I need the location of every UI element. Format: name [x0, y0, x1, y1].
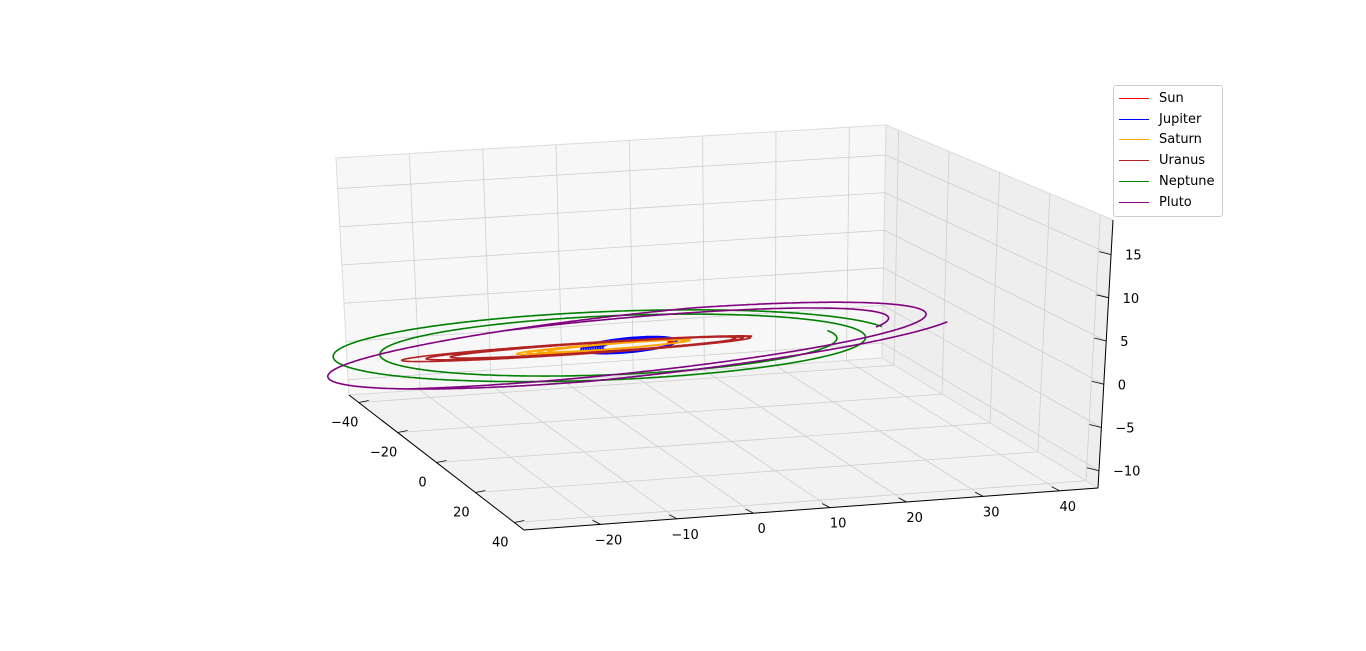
grid-line-y-wall	[989, 172, 1000, 424]
grid-line-z	[885, 154, 1112, 255]
legend-item-neptune: Neptune	[1114, 171, 1222, 192]
x-axis-line	[523, 487, 1099, 531]
grid-line-z	[882, 305, 1102, 428]
series-line-pluto	[327, 301, 948, 390]
legend-label: Jupiter	[1159, 111, 1202, 127]
grid-line-z	[884, 192, 1109, 299]
grid-lines	[337, 127, 1112, 525]
x-tick-label: 20	[906, 511, 923, 526]
legend-swatch	[1119, 181, 1149, 183]
z-tick-mark	[1086, 467, 1100, 472]
grid-line-z-wall	[339, 192, 885, 228]
x-tick-label: 10	[830, 517, 847, 532]
y-tick-mark	[397, 430, 408, 433]
x-tick-label: 0	[757, 522, 765, 537]
grid-line-x-wall	[408, 153, 421, 391]
grid-line-y	[514, 480, 1087, 523]
legend-item-sun: Sun	[1114, 88, 1222, 109]
grid-line-x-wall	[628, 140, 634, 376]
z-axis-line	[1097, 219, 1114, 489]
legend-swatch	[1119, 201, 1149, 203]
grid-line-y	[397, 393, 943, 433]
z-tick-label: 5	[1120, 335, 1128, 350]
x-tick-label: 30	[983, 505, 1000, 520]
z-tick-mark	[1089, 424, 1102, 428]
axis-lines	[348, 219, 1114, 531]
y-tick-mark	[436, 460, 447, 463]
legend-swatch	[1119, 118, 1149, 120]
grid-line-z	[882, 342, 1100, 472]
tick-labels: −20 −10 0 10 20 30 40 −40 −20 0 20 40 −10 −5 0 5 10 15	[331, 249, 1142, 551]
x-tick-label: −10	[671, 528, 698, 543]
y-tick-label: −40	[331, 416, 358, 431]
y-tick-mark	[475, 490, 486, 493]
legend-item-pluto: Pluto	[1114, 192, 1222, 213]
y-tick-label: 0	[418, 476, 426, 491]
x-tick-mark	[1051, 486, 1060, 492]
legend: Sun Jupiter Saturn Uranus Neptune Pluto	[1113, 85, 1223, 217]
z-tick-mark	[1094, 337, 1107, 342]
grid-line-x-wall	[775, 131, 777, 366]
grid-line-y	[436, 422, 991, 463]
legend-item-uranus: Uranus	[1114, 150, 1222, 171]
grid-line-z-wall	[346, 304, 883, 342]
legend-swatch	[1119, 139, 1149, 141]
legend-item-jupiter: Jupiter	[1114, 109, 1222, 130]
y-axis-line	[348, 394, 525, 531]
series-lines	[327, 301, 948, 390]
legend-label: Neptune	[1159, 174, 1215, 190]
y-tick-mark	[514, 520, 525, 523]
x-tick-mark	[592, 520, 601, 525]
z-tick-label: 0	[1118, 378, 1126, 393]
z-tick-label: 15	[1125, 249, 1142, 264]
y-tick-label: 40	[492, 536, 509, 551]
z-tick-mark	[1096, 294, 1109, 299]
x-tick-label: −20	[595, 533, 622, 548]
series-line-uranus	[400, 335, 753, 363]
grid-line-y-wall	[1037, 193, 1051, 452]
z-tick-label: −10	[1113, 465, 1140, 480]
y-tick-label: −20	[370, 446, 397, 461]
legend-label: Saturn	[1159, 132, 1202, 148]
x-tick-mark	[975, 492, 984, 497]
legend-label: Uranus	[1159, 153, 1206, 169]
x-tick-mark	[821, 503, 831, 508]
grid-line-z	[884, 229, 1107, 342]
x-tick-mark	[898, 497, 907, 503]
grid-line-x-wall	[846, 127, 850, 361]
legend-label: Sun	[1159, 90, 1184, 106]
legend-swatch	[1119, 160, 1149, 162]
grid-line-y-wall	[941, 151, 950, 395]
legend-item-saturn: Saturn	[1114, 130, 1222, 151]
series-line-saturn	[515, 338, 691, 356]
z-tick-label: −5	[1115, 421, 1134, 436]
y-tick-label: 20	[453, 506, 470, 521]
grid-line-x-wall	[702, 135, 705, 371]
legend-label: Pluto	[1159, 194, 1192, 210]
grid-line-z-wall	[348, 342, 883, 381]
x-tick-mark	[745, 508, 754, 514]
series-line-jupiter	[580, 335, 678, 355]
z-tick-mark	[1098, 251, 1112, 255]
x-tick-mark	[668, 514, 678, 520]
grid-line-x-wall	[482, 149, 492, 386]
x-tick-label: 40	[1059, 500, 1076, 515]
grid-line-y	[358, 364, 895, 403]
grid-line-z-wall	[343, 267, 884, 304]
grid-line-z	[883, 267, 1104, 385]
grid-line-y-wall	[1085, 214, 1101, 481]
y-tick-mark	[358, 400, 369, 403]
grid-line-x-wall	[555, 144, 563, 381]
series-line-sun	[667, 340, 675, 344]
grid-line-y	[475, 451, 1039, 493]
legend-swatch	[1119, 97, 1149, 99]
z-tick-mark	[1091, 380, 1104, 385]
grid-line-z-wall	[341, 229, 885, 266]
z-tick-label: 10	[1123, 292, 1140, 307]
grid-line-y-wall	[893, 130, 900, 366]
grid-line-z-wall	[337, 154, 886, 189]
